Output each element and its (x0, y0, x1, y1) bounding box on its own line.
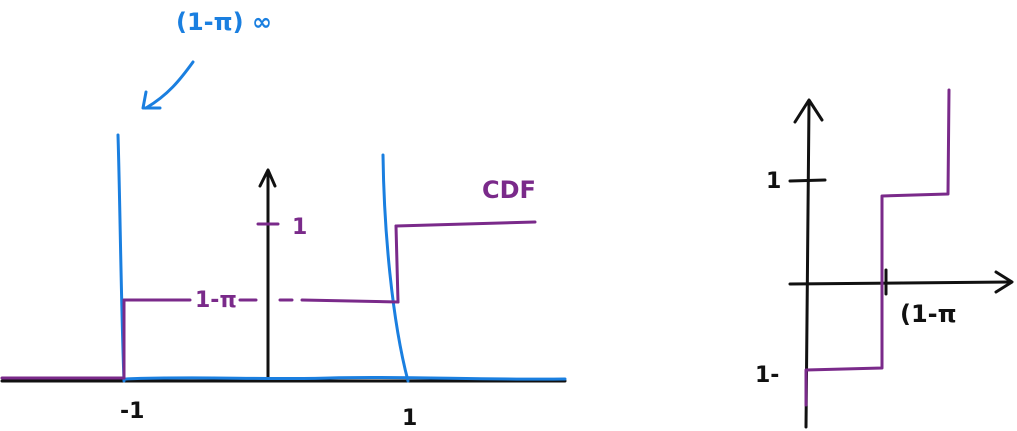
x-tick-neg1-label: -1 (120, 399, 144, 424)
right-y-tick-1-label: 1 (766, 169, 781, 194)
purple-cdf-mid-level (122, 298, 400, 304)
purple-quantile-curve (804, 88, 951, 407)
mid-level-label: 1-π (195, 288, 237, 313)
x-tick-1-label: 1 (402, 406, 417, 431)
purple-cdf-jump-2 (394, 224, 400, 304)
left-plot: (1-π) ∞ CDF 1 1-π -1 1 (0, 8, 567, 431)
right-x-label: (1-π (900, 300, 957, 328)
purple-cdf-top-level (394, 220, 537, 228)
right-y-tick-neg1-label: 1- (755, 363, 779, 388)
top-annotation: (1-π) ∞ (176, 8, 272, 36)
right-plot: 1 1- (1-π (755, 88, 1014, 429)
blue-pointer-arrowhead (141, 90, 162, 110)
blue-pointer-arrow (144, 60, 195, 110)
right-x-axis-arrowhead (994, 270, 1014, 294)
right-x-axis (788, 280, 1012, 286)
right-y-tick-1 (788, 178, 827, 183)
right-y-axis-arrowhead (793, 98, 824, 124)
left-y-tick-1-label: 1 (292, 215, 307, 240)
cdf-label: CDF (482, 176, 536, 204)
left-y-axis-arrowhead (258, 168, 277, 188)
blue-spike-right (381, 153, 410, 383)
blue-baseline (122, 375, 567, 381)
